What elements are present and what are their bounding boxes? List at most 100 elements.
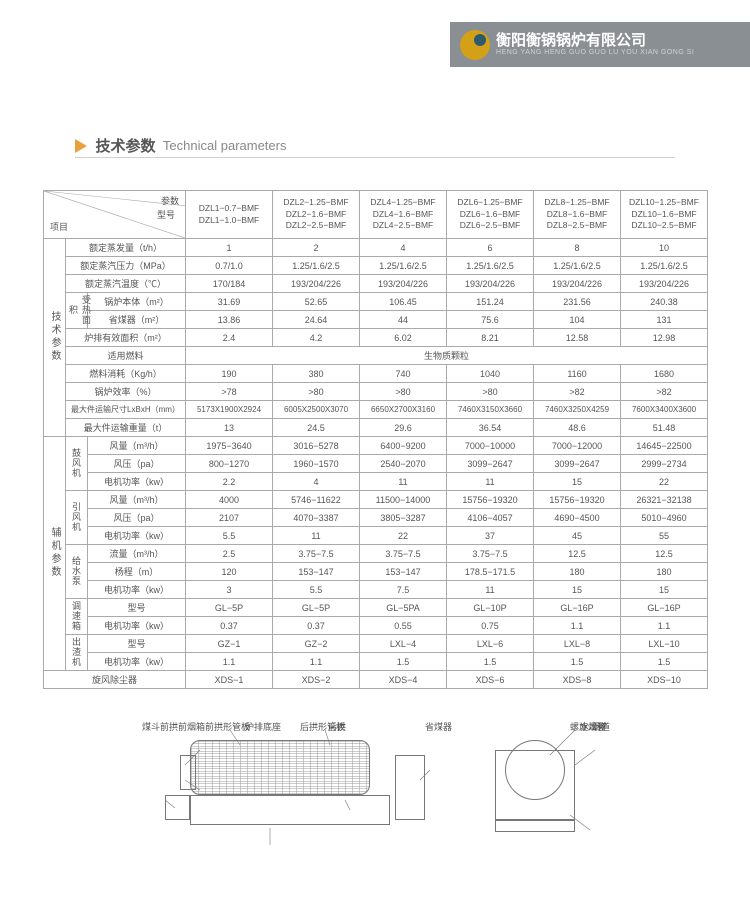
cell: 4 xyxy=(360,239,447,257)
model-col-1: DZL2−1.25−BMF DZL2−1.6−BMF DZL2−2.5−BMF xyxy=(273,191,360,239)
cell: 1.25/1.6/2.5 xyxy=(273,257,360,275)
cell: XDS−10 xyxy=(621,671,708,689)
item-label: 项目 xyxy=(50,221,68,234)
cell: 4 xyxy=(273,473,360,491)
dl11: 水冷壁 xyxy=(580,720,607,733)
cell: 15 xyxy=(621,581,708,599)
cell: 52.65 xyxy=(273,293,360,311)
cell: 45 xyxy=(534,527,621,545)
company-name-en: HENG YANG HENG GUO GUO LU YOU XIAN GONG … xyxy=(496,49,694,56)
cell: 5.5 xyxy=(273,581,360,599)
aux-group: 辅机参数 xyxy=(44,437,66,671)
cell: 193/204/226 xyxy=(273,275,360,293)
row-label: 电机功率（kw） xyxy=(88,581,186,599)
cell: 5010−4960 xyxy=(621,509,708,527)
cell: 153−147 xyxy=(360,563,447,581)
dl5: 炉排底座 xyxy=(245,720,281,733)
cell: 1.1 xyxy=(621,617,708,635)
cell: 24.64 xyxy=(273,311,360,329)
cell: 5.5 xyxy=(186,527,273,545)
row-label: 锅炉效率（%） xyxy=(66,383,186,401)
cell: 193/204/226 xyxy=(621,275,708,293)
cell: 180 xyxy=(621,563,708,581)
cell: GZ−1 xyxy=(186,635,273,653)
cell: 800−1270 xyxy=(186,455,273,473)
cell: 15756−19320 xyxy=(447,491,534,509)
fan2-group: 引风机 xyxy=(66,491,88,545)
cell: 5746−11622 xyxy=(273,491,360,509)
cell: 5173X1900X2924 xyxy=(186,401,273,419)
cell: 190 xyxy=(186,365,273,383)
cell: 6400−9200 xyxy=(360,437,447,455)
cell: 0.55 xyxy=(360,617,447,635)
cell: 104 xyxy=(534,311,621,329)
cell: XDS−2 xyxy=(273,671,360,689)
row-label: 适用燃料 xyxy=(66,347,186,365)
cell: 15 xyxy=(534,581,621,599)
header-bar: 衡阳衡锅锅炉有限公司 HENG YANG HENG GUO GUO LU YOU… xyxy=(450,22,750,67)
cell: 193/204/226 xyxy=(360,275,447,293)
cell: 1.5 xyxy=(534,653,621,671)
cell: GL−16P xyxy=(621,599,708,617)
cell: 13 xyxy=(186,419,273,437)
cell: 55 xyxy=(621,527,708,545)
cell: 6 xyxy=(447,239,534,257)
cell: 2107 xyxy=(186,509,273,527)
cell: GZ−2 xyxy=(273,635,360,653)
cell: 2.4 xyxy=(186,329,273,347)
cell: 1160 xyxy=(534,365,621,383)
row-label: 型号 xyxy=(88,599,186,617)
cell: 13.86 xyxy=(186,311,273,329)
leader-lines-2 xyxy=(480,720,640,860)
model-col-2: DZL4−1.25−BMF DZL4−1.6−BMF DZL4−2.5−BMF xyxy=(360,191,447,239)
cell: 0.75 xyxy=(447,617,534,635)
cell: XDS−6 xyxy=(447,671,534,689)
cell: 44 xyxy=(360,311,447,329)
cell: 75.6 xyxy=(447,311,534,329)
title-rule xyxy=(75,157,675,158)
company-text: 衡阳衡锅锅炉有限公司 HENG YANG HENG GUO GUO LU YOU… xyxy=(496,33,694,57)
cell: 11 xyxy=(447,581,534,599)
cell: 11 xyxy=(273,527,360,545)
cell: LXL−10 xyxy=(621,635,708,653)
row-label: 最大件运输尺寸LxBxH（mm） xyxy=(66,401,186,419)
cell: 12.5 xyxy=(621,545,708,563)
dl8: 省煤器 xyxy=(425,720,452,733)
row-label: 流量（m³/h） xyxy=(88,545,186,563)
cell: >82 xyxy=(534,383,621,401)
cell: 6650X2700X3160 xyxy=(360,401,447,419)
row-label: 风量（m³/h） xyxy=(88,491,186,509)
row-label: 炉排有效面积（m²） xyxy=(66,329,186,347)
row-label: 省煤器（m²） xyxy=(88,311,186,329)
cell: 12.58 xyxy=(534,329,621,347)
row-label: 旋风除尘器 xyxy=(44,671,186,689)
cell: 193/204/226 xyxy=(447,275,534,293)
cell: 1.5 xyxy=(621,653,708,671)
cell: 2999−2734 xyxy=(621,455,708,473)
cell: 193/204/226 xyxy=(534,275,621,293)
cell: XDS−1 xyxy=(186,671,273,689)
cell: 0.7/1.0 xyxy=(186,257,273,275)
cell: 14645−22500 xyxy=(621,437,708,455)
cell: 24.5 xyxy=(273,419,360,437)
cell: 6.02 xyxy=(360,329,447,347)
dl7: 后拱 xyxy=(328,720,346,733)
cell: 151.24 xyxy=(447,293,534,311)
cell: 740 xyxy=(360,365,447,383)
cell: 3016−5278 xyxy=(273,437,360,455)
cell: 231.56 xyxy=(534,293,621,311)
cell: 3099−2647 xyxy=(534,455,621,473)
cell: GL−5P xyxy=(273,599,360,617)
cell: 11 xyxy=(447,473,534,491)
cell: 180 xyxy=(534,563,621,581)
cell: GL−5P xyxy=(186,599,273,617)
title-ch: 技术参数 xyxy=(95,138,155,155)
row-label: 电机功率（kw） xyxy=(88,473,186,491)
cell: 1680 xyxy=(621,365,708,383)
cell: 1.5 xyxy=(360,653,447,671)
cell: 4000 xyxy=(186,491,273,509)
cell: >80 xyxy=(360,383,447,401)
tech-group: 技术参数 xyxy=(44,239,66,437)
row-label: 杨程（m） xyxy=(88,563,186,581)
xing-label: 型号 xyxy=(157,209,175,222)
